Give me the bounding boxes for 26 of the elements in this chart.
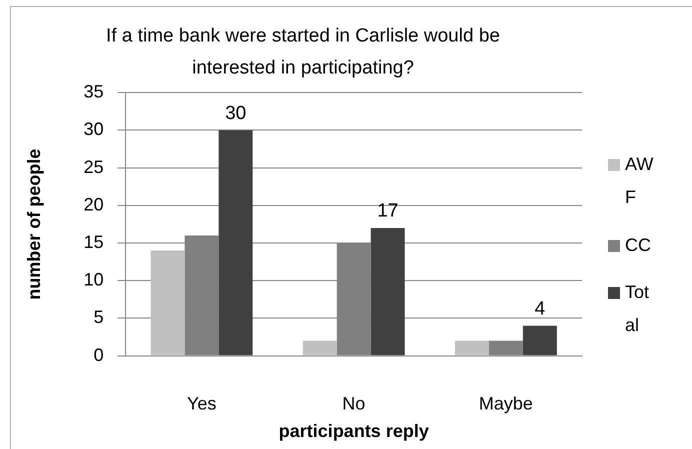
bar (150, 250, 185, 356)
legend-label: CC (625, 234, 652, 256)
chart-title: If a time bank were started in Carlisle would be interested in participating? (106, 25, 500, 79)
legend-label: Total (625, 281, 650, 337)
x-tick-label: Maybe (478, 394, 533, 414)
y-tick-label: 35 (84, 82, 104, 102)
y-tick-label: 30 (84, 119, 104, 140)
y-tick-label: 0 (94, 344, 104, 365)
bar (522, 326, 557, 356)
x-tick-label: Yes (186, 394, 216, 414)
data-label: 30 (225, 102, 246, 124)
y-axis-title: number of people (24, 148, 44, 300)
bar (218, 130, 253, 356)
bar (454, 340, 489, 356)
bar (370, 228, 405, 356)
y-tick-label: 10 (84, 270, 104, 290)
x-tick-label: No (342, 394, 366, 414)
y-tick-label: 5 (94, 307, 104, 328)
y-tick-label: 25 (84, 156, 104, 177)
y-tick-label: 15 (84, 232, 104, 252)
data-label: 17 (377, 200, 398, 222)
x-axis-title: participants reply (278, 421, 429, 442)
data-label: 4 (534, 298, 546, 320)
y-tick-label: 20 (84, 194, 104, 214)
legend-label: AWF (625, 153, 654, 209)
bar (302, 340, 337, 356)
